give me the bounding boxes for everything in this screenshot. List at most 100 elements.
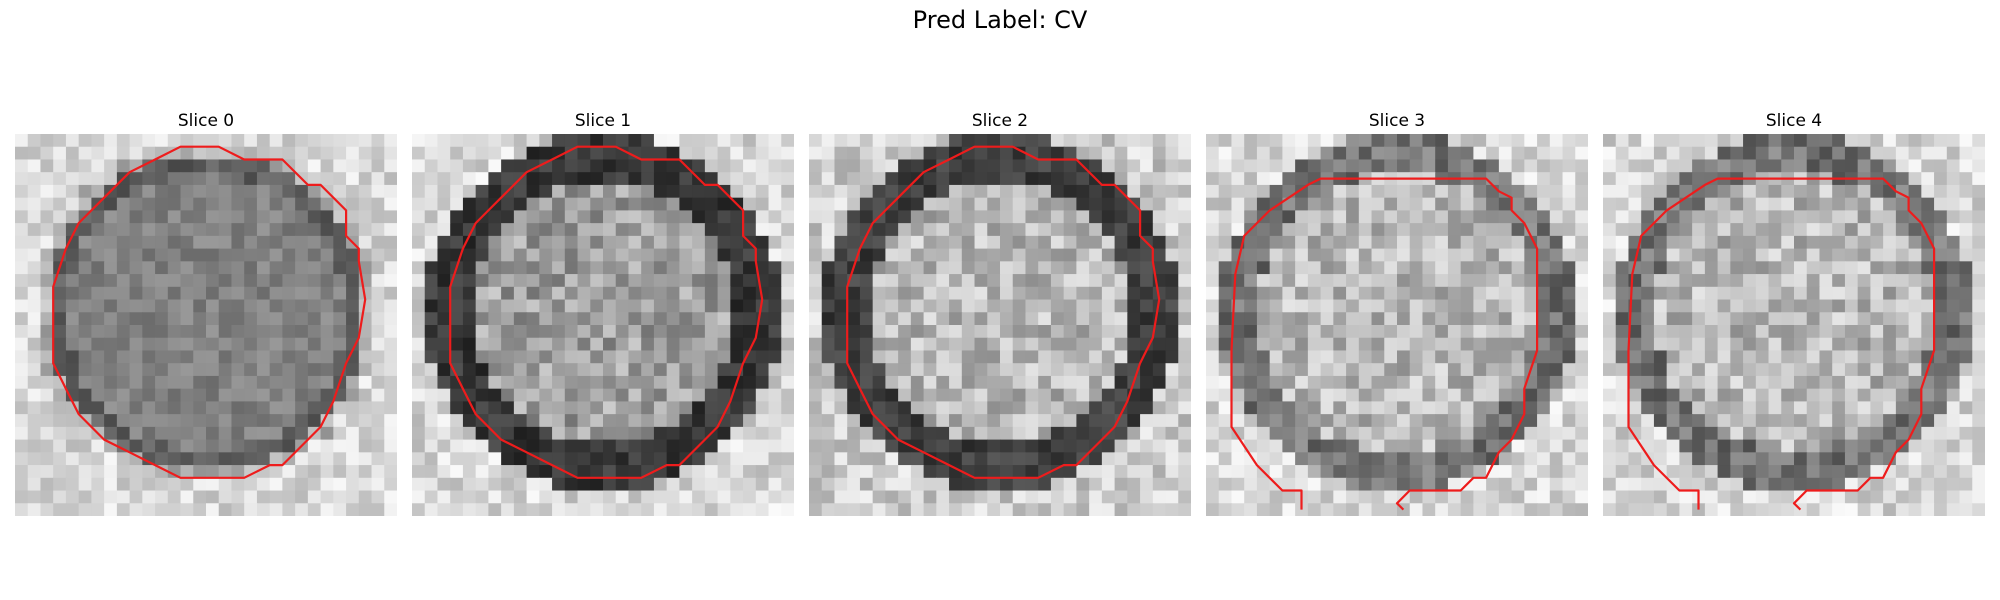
- pixel: [384, 184, 397, 199]
- pixel: [1537, 401, 1551, 415]
- pixel: [1295, 414, 1309, 428]
- pixel: [666, 172, 680, 186]
- pixel: [450, 312, 464, 326]
- pixel: [513, 350, 528, 364]
- pixel: [27, 350, 42, 364]
- pixel: [692, 325, 706, 339]
- pixel: [1603, 312, 1617, 326]
- pixel: [346, 184, 360, 199]
- pixel: [1269, 248, 1283, 262]
- pixel: [1256, 375, 1271, 390]
- pixel: [1832, 401, 1846, 415]
- pixel: [167, 235, 182, 250]
- pixel: [1603, 375, 1617, 390]
- pixel: [1114, 503, 1128, 516]
- pixel: [1743, 210, 1757, 224]
- pixel: [1486, 337, 1500, 352]
- pixel: [218, 274, 233, 288]
- pixel: [1959, 426, 1973, 441]
- pixel: [859, 490, 874, 504]
- pixel: [885, 210, 899, 224]
- pixel: [1832, 184, 1846, 199]
- pixel: [1549, 184, 1564, 199]
- pixel: [1397, 337, 1411, 352]
- pixel: [1628, 337, 1642, 352]
- pixel: [501, 134, 515, 148]
- pixel: [1524, 146, 1538, 161]
- pixel: [231, 426, 245, 441]
- pixel: [269, 375, 283, 390]
- pixel: [1844, 299, 1859, 313]
- pixel: [1908, 477, 1922, 492]
- pixel: [781, 248, 794, 262]
- pixel: [859, 350, 874, 364]
- pixel: [1218, 261, 1233, 275]
- pixel: [1486, 477, 1500, 492]
- pixel: [437, 235, 451, 250]
- pixel: [1244, 477, 1258, 492]
- pixel: [641, 426, 655, 441]
- pixel: [1422, 210, 1436, 224]
- pixel: [679, 337, 693, 352]
- pixel: [412, 439, 426, 453]
- pixel: [1717, 146, 1731, 161]
- pixel: [717, 337, 731, 352]
- pixel: [872, 312, 886, 326]
- pixel: [282, 184, 296, 199]
- pixel: [1038, 414, 1052, 428]
- pixel: [936, 337, 950, 352]
- pixel: [809, 401, 823, 415]
- pixel: [1537, 146, 1551, 161]
- pixel: [1140, 286, 1154, 301]
- pixel: [1768, 439, 1782, 453]
- pixel: [1397, 197, 1411, 211]
- pixel: [641, 184, 655, 199]
- pixel: [961, 325, 976, 339]
- pixel: [371, 426, 385, 441]
- pixel: [768, 388, 782, 402]
- pixel: [923, 184, 937, 199]
- pixel: [193, 197, 207, 211]
- pixel: [1794, 439, 1808, 453]
- pixel: [1511, 286, 1525, 301]
- pixel: [1012, 439, 1027, 453]
- pixel: [65, 248, 80, 262]
- pixel: [475, 286, 489, 301]
- pixel: [1012, 388, 1027, 402]
- pixel: [1832, 274, 1846, 288]
- pixel: [730, 439, 744, 453]
- pixel: [743, 286, 757, 301]
- pixel: [1218, 172, 1233, 186]
- pixel: [155, 184, 169, 199]
- pixel: [1256, 337, 1271, 352]
- pixel: [1178, 426, 1191, 441]
- pixel: [1562, 286, 1576, 301]
- pixel: [987, 363, 1001, 377]
- pixel: [1768, 235, 1782, 250]
- pixel: [15, 172, 29, 186]
- pixel: [501, 248, 515, 262]
- pixel: [1628, 184, 1642, 199]
- pixel: [961, 490, 976, 504]
- pixel: [1972, 452, 1985, 466]
- pixel: [539, 439, 553, 453]
- pixel: [1473, 312, 1487, 326]
- pixel: [898, 299, 912, 313]
- pixel: [1768, 414, 1782, 428]
- pixel: [40, 337, 54, 352]
- pixel: [1231, 452, 1245, 466]
- pixel: [78, 184, 92, 199]
- pixel: [1692, 248, 1706, 262]
- pixel: [717, 248, 731, 262]
- pixel: [1114, 223, 1128, 237]
- pixel: [1549, 477, 1564, 492]
- pixel: [116, 439, 131, 453]
- pixel: [384, 146, 397, 161]
- pixel: [1717, 197, 1731, 211]
- pixel: [1679, 235, 1693, 250]
- pixel: [437, 223, 451, 237]
- pixel: [167, 312, 182, 326]
- pixel: [1231, 465, 1245, 479]
- pixel: [371, 414, 385, 428]
- pixel: [1063, 197, 1077, 211]
